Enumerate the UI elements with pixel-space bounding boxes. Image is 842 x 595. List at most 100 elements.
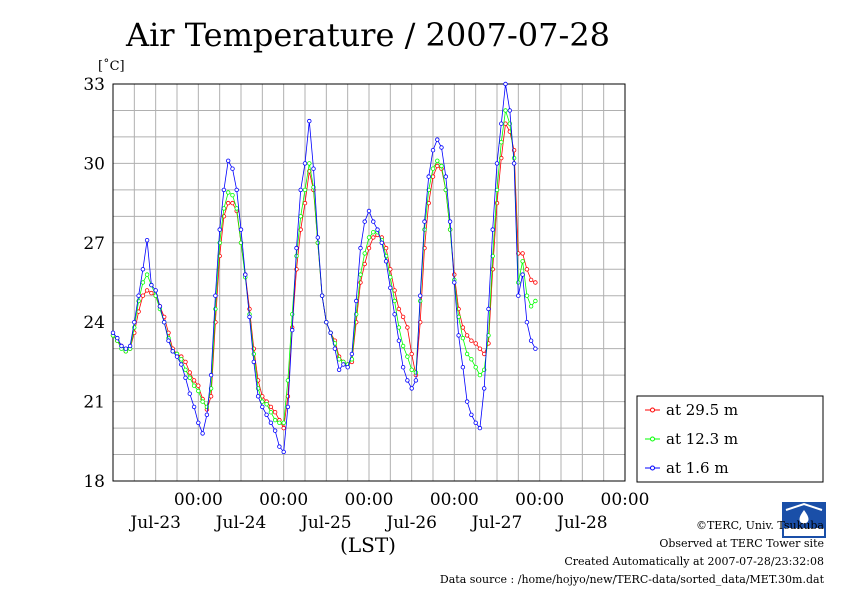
data-point	[272, 428, 278, 433]
legend-swatch-marker	[650, 465, 655, 471]
data-point	[473, 365, 478, 370]
data-point	[204, 412, 210, 417]
data-point	[520, 259, 525, 264]
data-point	[285, 404, 291, 410]
plot-frame	[112, 83, 626, 482]
data-point	[400, 365, 406, 370]
data-point	[115, 335, 120, 341]
data-point	[439, 145, 444, 150]
data-point	[281, 425, 286, 431]
data-point	[234, 206, 239, 211]
x-tick-date-label: Jul-28	[555, 513, 608, 533]
data-point	[196, 383, 201, 388]
data-point	[460, 365, 466, 370]
legend-label: at 1.6 m	[666, 459, 729, 477]
data-point	[140, 280, 146, 285]
data-point	[439, 163, 444, 169]
x-tick-date-label: Jul-25	[299, 513, 352, 533]
y-tick-label: 30	[83, 154, 105, 174]
data-point	[435, 158, 440, 163]
data-point	[132, 320, 137, 325]
data-point	[371, 235, 376, 240]
data-point	[191, 378, 197, 383]
data-point	[362, 219, 367, 224]
data-point	[524, 293, 530, 298]
data-point	[183, 375, 188, 380]
data-point	[400, 343, 406, 349]
data-point	[528, 277, 534, 283]
data-point	[456, 333, 461, 338]
chart-title: Air Temperature / 2007-07-28	[125, 16, 610, 54]
series-layer	[110, 81, 538, 455]
data-point	[268, 410, 274, 415]
created-at-text: Created Automatically at 2007-07-28/23:3…	[564, 555, 824, 568]
x-axis-ticks: 00:00 Jul-23 00:00 Jul-24 00:00 Jul-25 00:00 Ju…	[128, 490, 649, 533]
data-point	[349, 351, 355, 357]
data-point	[179, 357, 184, 362]
data-point	[533, 346, 538, 351]
data-point	[524, 320, 530, 325]
data-point	[264, 402, 269, 407]
x-tick-date-label: Jul-24	[214, 513, 267, 533]
data-point	[315, 235, 320, 240]
data-point	[302, 187, 308, 193]
data-point	[221, 187, 227, 193]
x-tick-time-label: 00:00	[601, 490, 650, 510]
data-point	[268, 420, 274, 425]
data-point	[473, 420, 478, 425]
data-point	[413, 378, 419, 383]
legend-entry: at 29.5 m	[645, 401, 738, 419]
y-tick-label: 33	[83, 75, 105, 95]
data-point	[358, 245, 363, 251]
data-point	[234, 187, 239, 193]
data-point	[388, 285, 393, 290]
data-point	[238, 227, 244, 232]
data-point	[511, 161, 517, 166]
data-point	[110, 330, 116, 335]
data-point	[243, 272, 248, 277]
data-point	[136, 293, 141, 298]
y-axis-unit-label: [˚C]	[98, 58, 125, 74]
data-point	[311, 166, 316, 171]
x-tick-time-label: 00:00	[174, 490, 223, 510]
data-point	[400, 314, 406, 320]
data-point	[366, 235, 372, 240]
data-point	[196, 388, 201, 394]
data-point	[482, 386, 487, 391]
data-point	[144, 272, 150, 277]
data-point	[230, 200, 235, 206]
data-point	[247, 314, 252, 320]
data-point	[430, 147, 436, 153]
data-point	[123, 346, 128, 351]
data-point	[157, 304, 163, 309]
data-point	[336, 367, 342, 372]
legend-label: at 29.5 m	[666, 401, 738, 419]
data-point	[221, 206, 227, 211]
data-point	[281, 449, 286, 455]
data-point	[127, 343, 133, 349]
data-point	[196, 420, 201, 425]
data-point	[375, 227, 380, 232]
data-point	[447, 227, 453, 232]
data-point	[533, 280, 538, 285]
data-point	[251, 359, 256, 365]
data-point	[217, 227, 222, 232]
data-point	[460, 335, 466, 341]
data-point	[225, 190, 231, 195]
data-point	[482, 351, 487, 357]
observed-at-text: Observed at TERC Tower site	[659, 537, 824, 550]
data-point	[464, 333, 470, 338]
data-point	[494, 161, 500, 166]
data-point	[396, 338, 402, 343]
data-point	[490, 227, 495, 232]
x-tick-time-label: 00:00	[430, 490, 479, 510]
data-point	[405, 378, 410, 383]
data-point	[268, 404, 274, 410]
data-point	[307, 118, 312, 124]
x-tick-time-label: 00:00	[259, 490, 308, 510]
series-2	[110, 108, 538, 425]
x-tick-time-label: 00:00	[345, 490, 394, 510]
data-point	[225, 200, 231, 206]
data-point	[392, 298, 397, 304]
data-point	[469, 357, 474, 362]
